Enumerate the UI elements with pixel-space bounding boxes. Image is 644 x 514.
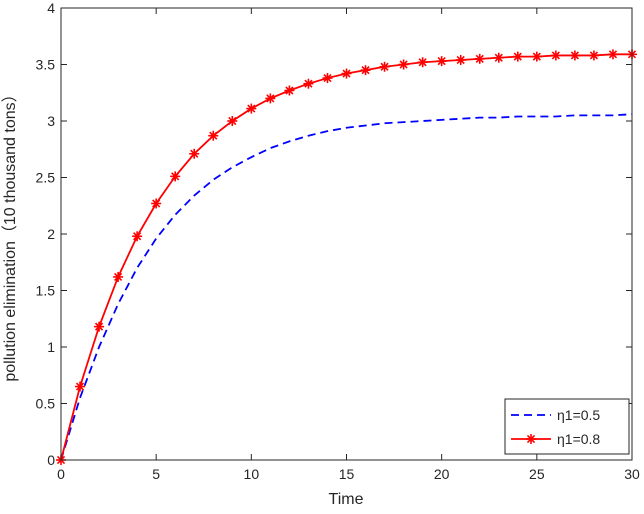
data-point-series-2 xyxy=(246,103,257,114)
x-tick-label: 10 xyxy=(244,466,260,482)
x-tick-label: 0 xyxy=(57,466,65,482)
data-point-series-2 xyxy=(588,50,599,61)
x-tick-label: 30 xyxy=(624,466,640,482)
data-point-series-2 xyxy=(341,68,352,79)
data-point-series-2 xyxy=(113,271,124,282)
y-tick-label: 3 xyxy=(47,113,55,129)
y-tick-label: 2.5 xyxy=(36,170,56,186)
legend: η1=0.5 η1=0.8 xyxy=(504,398,630,455)
y-tick-label: 2 xyxy=(47,226,55,242)
y-tick-label: 1 xyxy=(47,339,55,355)
data-point-series-2 xyxy=(360,65,371,76)
data-point-series-2 xyxy=(607,49,618,60)
legend-label: η1=0.8 xyxy=(557,431,600,447)
y-tick-label: 0 xyxy=(47,452,55,468)
y-tick-label: 0.5 xyxy=(36,396,56,412)
data-point-series-2 xyxy=(208,130,219,141)
y-axis-title: pollution elimination（10 thousand tons） xyxy=(1,86,19,381)
y-tick-label: 3.5 xyxy=(36,57,56,73)
data-point-series-2 xyxy=(569,50,580,61)
x-axis-title: Time xyxy=(329,491,364,508)
series-line-1 xyxy=(60,113,633,461)
plot-area xyxy=(56,49,637,465)
x-tick-label: 15 xyxy=(339,466,355,482)
x-axis: 0 5 10 15 20 25 30 xyxy=(57,8,640,482)
data-point-series-2 xyxy=(417,57,428,68)
legend-label: η1=0.5 xyxy=(557,407,600,423)
data-point-series-2 xyxy=(189,148,200,159)
data-point-series-2 xyxy=(550,50,561,61)
data-point-series-2 xyxy=(436,56,447,67)
data-point-series-2 xyxy=(265,93,276,104)
data-point-series-2 xyxy=(455,54,466,65)
legend-box xyxy=(504,398,630,455)
data-point-series-2 xyxy=(284,85,295,96)
data-point-series-2 xyxy=(322,73,333,84)
data-point-series-2 xyxy=(303,78,314,89)
legend-marker xyxy=(526,434,536,444)
data-point-series-2 xyxy=(398,59,409,70)
x-tick-label: 5 xyxy=(152,466,160,482)
x-tick-label: 25 xyxy=(529,466,545,482)
x-tick-label: 20 xyxy=(434,466,450,482)
data-point-series-2 xyxy=(531,51,542,62)
data-point-series-2 xyxy=(151,198,162,209)
data-point-series-2 xyxy=(512,51,523,62)
data-point-series-2 xyxy=(227,116,238,126)
data-point-series-2 xyxy=(132,231,143,242)
y-axis: 0 0.5 1 1.5 2 2.5 3 3.5 4 xyxy=(36,0,632,468)
data-point-series-2 xyxy=(170,171,181,182)
data-point-series-2 xyxy=(379,61,390,72)
legend-item-1: η1=0.5 xyxy=(511,407,600,423)
legend-item-2: η1=0.8 xyxy=(511,431,600,447)
y-tick-label: 1.5 xyxy=(36,283,56,299)
data-point-series-2 xyxy=(493,52,504,63)
y-tick-label: 4 xyxy=(47,0,55,16)
data-point-series-2 xyxy=(474,53,485,64)
data-point-series-2 xyxy=(94,321,105,332)
data-point-series-2 xyxy=(75,381,86,392)
